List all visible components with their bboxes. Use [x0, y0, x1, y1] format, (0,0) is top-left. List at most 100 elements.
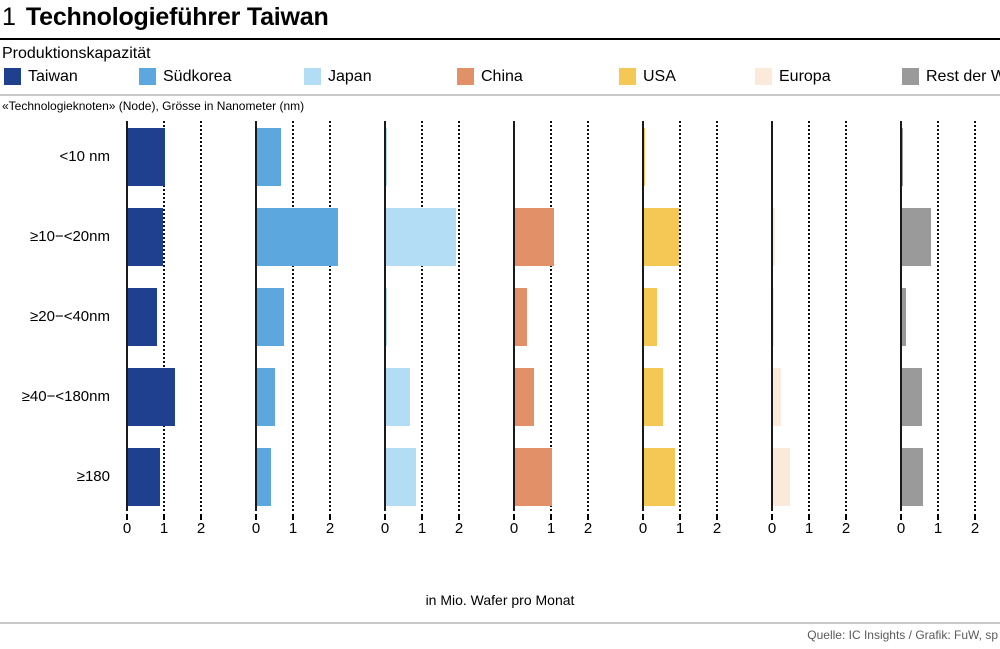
- bar: [515, 448, 552, 506]
- x-tick-mark: [937, 514, 939, 520]
- bar: [773, 448, 790, 506]
- gridline: [974, 121, 976, 511]
- x-tick-label: 0: [251, 520, 261, 537]
- gridline: [163, 121, 165, 511]
- x-tick-label: 0: [638, 520, 648, 537]
- x-tick-label: 1: [159, 520, 169, 537]
- bar: [515, 208, 554, 266]
- legend-item-label: Rest der Welt: [926, 68, 1000, 85]
- x-tick-mark: [587, 514, 589, 520]
- legend-item-europa: Europa: [755, 68, 831, 85]
- category-label: ≥180: [76, 468, 110, 485]
- gridline: [421, 121, 423, 511]
- bar: [386, 368, 411, 426]
- panel-usa: 0 1 2: [639, 116, 730, 537]
- bar: [128, 288, 157, 346]
- bar: [902, 208, 931, 266]
- gridline: [200, 121, 202, 511]
- legend-title: Produktionskapazität: [2, 45, 151, 62]
- x-tick-label: 2: [325, 520, 335, 537]
- axis-note: «Technologieknoten» (Node), Grösse in Na…: [2, 99, 305, 113]
- gridline: [716, 121, 718, 511]
- panel-taiwan: 0 1 2: [123, 116, 214, 537]
- x-tick-mark: [900, 514, 902, 520]
- x-tick-label: 0: [380, 520, 390, 537]
- bar: [257, 288, 284, 346]
- x-tick-label: 0: [122, 520, 132, 537]
- category-labels: <10 nm ≥10−<20nm ≥20−<40nm ≥40−<180nm ≥180: [0, 116, 118, 516]
- gridline: [458, 121, 460, 511]
- x-tick-label: 2: [196, 520, 206, 537]
- x-tick-label: 1: [288, 520, 298, 537]
- x-tick-mark: [200, 514, 202, 520]
- bar: [386, 288, 387, 346]
- bar: [902, 448, 924, 506]
- x-tick-label: 2: [712, 520, 722, 537]
- legend-item-label: USA: [643, 68, 676, 85]
- legend-item-china: China: [457, 68, 523, 85]
- x-tick-mark: [974, 514, 976, 520]
- bar: [773, 288, 775, 346]
- x-tick-label: 1: [417, 520, 427, 537]
- legend-item-japan: Japan: [304, 68, 372, 85]
- bar: [515, 288, 528, 346]
- x-tick-mark: [329, 514, 331, 520]
- title-text: Technologieführer Taiwan: [25, 3, 329, 31]
- gridline: [937, 121, 939, 511]
- x-tick-mark: [384, 514, 386, 520]
- x-tick-mark: [421, 514, 423, 520]
- bar: [257, 128, 282, 186]
- bar: [257, 368, 275, 426]
- gridline: [845, 121, 847, 511]
- panel-china: 0 1 2: [510, 116, 601, 537]
- bar: [644, 208, 680, 266]
- gridline: [292, 121, 294, 511]
- x-tick-mark: [513, 514, 515, 520]
- legend-item-label: Südkorea: [163, 68, 232, 85]
- x-tick-label: 1: [804, 520, 814, 537]
- bar: [902, 368, 923, 426]
- x-tick-mark: [808, 514, 810, 520]
- legend-item-label: China: [481, 68, 523, 85]
- panel-y-axis: [255, 121, 257, 511]
- bar: [257, 448, 272, 506]
- x-tick-mark: [163, 514, 165, 520]
- panel-y-axis: [513, 121, 515, 511]
- x-tick-label: 1: [546, 520, 556, 537]
- legend-item-s-dkorea: Südkorea: [139, 68, 232, 85]
- x-tick-label: 1: [933, 520, 943, 537]
- legend-swatch-icon: [902, 68, 919, 85]
- legend: Produktionskapazität Taiwan Südkorea Japan…: [0, 40, 1000, 90]
- legend-item-label: Europa: [779, 68, 831, 85]
- panel-europa: 0 1 2: [768, 116, 859, 537]
- bar: [644, 128, 646, 186]
- panel-rest-der-welt: 0 1 2: [897, 116, 988, 537]
- bar: [902, 288, 906, 346]
- source-note: Quelle: IC Insights / Grafik: FuW, sp: [807, 628, 998, 642]
- x-axis-caption: in Mio. Wafer pro Monat: [425, 592, 575, 608]
- x-tick-label: 0: [896, 520, 906, 537]
- legend-divider: [0, 94, 1000, 96]
- bar: [257, 208, 339, 266]
- x-tick-mark: [550, 514, 552, 520]
- bar: [386, 208, 457, 266]
- bar: [644, 368, 664, 426]
- panel-y-axis: [384, 121, 386, 511]
- legend-swatch-icon: [457, 68, 474, 85]
- x-tick-label: 2: [454, 520, 464, 537]
- panel-y-axis: [771, 121, 773, 511]
- x-tick-mark: [642, 514, 644, 520]
- bar: [644, 288, 657, 346]
- category-label: <10 nm: [59, 148, 110, 165]
- legend-swatch-icon: [755, 68, 772, 85]
- x-tick-label: 0: [767, 520, 777, 537]
- bar: [644, 448, 676, 506]
- x-tick-mark: [771, 514, 773, 520]
- category-label: ≥40−<180nm: [21, 388, 110, 405]
- x-tick-mark: [845, 514, 847, 520]
- gridline: [808, 121, 810, 511]
- gridline: [587, 121, 589, 511]
- bar: [902, 128, 904, 186]
- category-label: ≥10−<20nm: [30, 228, 110, 245]
